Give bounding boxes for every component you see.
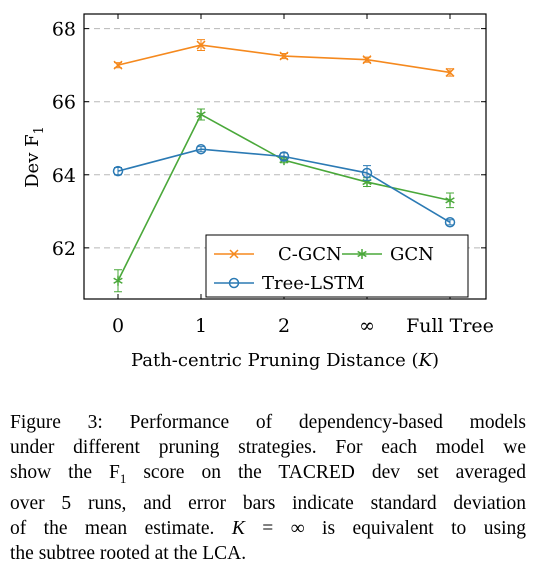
legend-marker — [228, 277, 240, 289]
caption-text: of the mean estimate. — [10, 517, 232, 539]
legend-label: Tree-LSTM — [262, 273, 365, 294]
grid-lines — [84, 28, 486, 249]
error-bar — [197, 146, 205, 153]
data-point — [445, 195, 455, 206]
data-point — [279, 51, 289, 61]
data-point — [113, 275, 123, 286]
plot-frame — [83, 13, 487, 300]
caption-text: Figure 3: Performance of dependency-base… — [10, 412, 526, 433]
caption-text: over 5 runs, and error bars indicate sta… — [10, 492, 526, 514]
figure-caption: Figure 3: Performance of dependency-base… — [10, 410, 526, 566]
x-axis-ticks: 0 1 2 ∞ Full Tree — [112, 14, 494, 337]
data-point — [196, 40, 206, 50]
caption-text: under different pruning strategies. For … — [10, 437, 526, 458]
data-point — [195, 143, 207, 155]
caption-line: show the F1 score on the TACRED dev set … — [10, 460, 526, 491]
caption-line: over 5 runs, and error bars indicate sta… — [10, 491, 526, 516]
x-tick-label: ∞ — [359, 315, 375, 337]
caption-text: score on the TACRED dev set averaged — [126, 462, 526, 483]
caption-text: K — [231, 517, 245, 539]
caption-text: = ∞ is equivalent to using — [244, 517, 526, 539]
legend-label: GCN — [390, 244, 434, 265]
x-tick-label: 1 — [195, 315, 207, 337]
data-point — [444, 217, 456, 228]
caption-line: of the mean estimate. K = ∞ is equivalen… — [10, 516, 526, 541]
y-tick-label: 64 — [52, 165, 76, 187]
caption-text: show the F — [10, 462, 120, 483]
x-tick-label: 2 — [278, 315, 290, 337]
legend: C-GCN GCN Tree-LSTM — [205, 234, 469, 298]
x-tick-label: Full Tree — [406, 315, 494, 337]
legend-box — [205, 234, 469, 298]
error-bar — [446, 219, 454, 226]
x-tick-label: 0 — [112, 315, 124, 337]
data-point — [362, 55, 372, 65]
caption-text: 1 — [119, 470, 127, 486]
caption-line: under different pruning strategies. For … — [10, 435, 526, 460]
data-point — [361, 167, 373, 179]
chart: 62 64 66 68 0 1 2 ∞ Full Tree C-GCN GCN Tree-LSTM… — [22, 13, 494, 371]
caption-text: the subtree rooted at the LCA. — [10, 542, 247, 564]
legend-marker — [229, 249, 239, 259]
legend-marker — [357, 249, 367, 259]
x-axis-label: Path-centric Pruning Distance (K) — [131, 350, 439, 371]
x-axis-label-prefix: Path-centric Pruning Distance ( — [131, 350, 419, 371]
series-group — [112, 39, 456, 293]
y-tick-label: 62 — [52, 238, 76, 260]
x-axis-label-var: K — [418, 350, 434, 371]
y-axis-ticks: 62 64 66 68 — [52, 19, 486, 260]
caption-line: the subtree rooted at the LCA. — [10, 541, 526, 566]
y-tick-label: 68 — [52, 19, 76, 41]
data-point — [196, 109, 206, 120]
data-point — [113, 60, 123, 70]
data-point — [278, 151, 290, 162]
y-axis-label-main: Dev F — [22, 134, 43, 187]
data-point — [112, 165, 124, 177]
y-axis-label-sub: 1 — [32, 126, 47, 134]
caption-line: Figure 3: Performance of dependency-base… — [10, 410, 526, 435]
y-axis-label: Dev F1 — [22, 126, 47, 188]
x-axis-label-suffix: ) — [432, 350, 439, 371]
y-tick-label: 66 — [52, 92, 76, 114]
data-point — [445, 67, 455, 77]
legend-label: C-GCN — [278, 244, 342, 265]
